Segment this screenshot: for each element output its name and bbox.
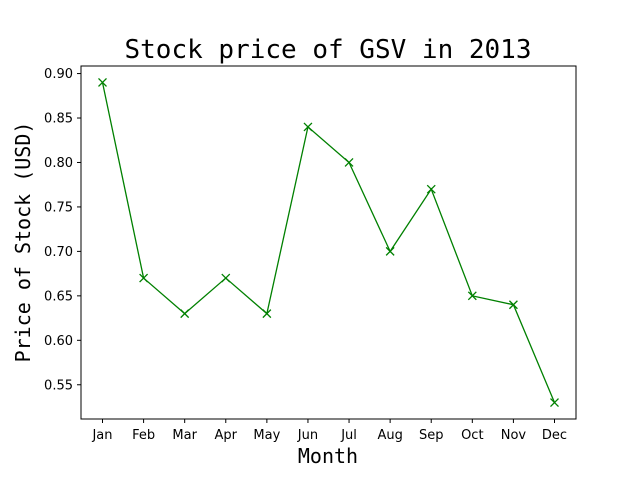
x-axis-label: Month bbox=[298, 444, 358, 468]
data-point-marker bbox=[467, 291, 477, 301]
data-point-marker bbox=[221, 273, 231, 283]
data-point-marker bbox=[426, 184, 436, 194]
data-point-marker bbox=[508, 300, 518, 310]
x-axis: Jan Feb Mar Apr May Jun Jul Aug Sep Oct Nov Dec bbox=[91, 419, 567, 443]
y-tick-label: 0.65 bbox=[44, 289, 73, 304]
series-markers bbox=[98, 77, 559, 408]
data-point-marker bbox=[180, 309, 190, 319]
x-tick-label: Feb bbox=[132, 428, 155, 443]
plot-area bbox=[80, 65, 577, 420]
x-tick-label: Nov bbox=[501, 428, 527, 443]
x-tick-label: Jan bbox=[91, 428, 112, 443]
data-point-marker bbox=[385, 246, 395, 256]
chart-title: Stock price of GSV in 2013 bbox=[125, 35, 532, 65]
x-tick-label: Oct bbox=[461, 428, 483, 443]
x-tick-label: May bbox=[253, 428, 280, 443]
y-tick-label: 0.75 bbox=[44, 200, 73, 215]
data-point-marker bbox=[303, 122, 313, 132]
y-tick-label: 0.55 bbox=[44, 378, 73, 393]
data-point-marker bbox=[550, 398, 559, 408]
series-line bbox=[101, 82, 556, 403]
y-tick-label: 0.60 bbox=[44, 334, 73, 349]
data-point-marker bbox=[98, 77, 107, 87]
data-point-marker bbox=[139, 273, 149, 283]
x-tick-label: Aug bbox=[377, 428, 402, 443]
x-tick-label: Jun bbox=[297, 428, 318, 443]
x-tick-label: Jul bbox=[340, 428, 357, 443]
y-tick-label: 0.90 bbox=[44, 67, 73, 82]
data-point-marker bbox=[262, 309, 272, 319]
x-tick-label: Apr bbox=[215, 428, 238, 443]
y-axis-label: Price of Stock (USD) bbox=[11, 122, 35, 363]
y-axis: 0.55 0.60 0.65 0.70 0.75 0.80 0.85 0.90 bbox=[44, 67, 81, 393]
x-tick-label: Mar bbox=[172, 428, 197, 443]
x-tick-label: Sep bbox=[419, 428, 444, 443]
x-tick-label: Dec bbox=[542, 428, 567, 443]
y-tick-label: 0.85 bbox=[44, 112, 73, 127]
data-point-marker bbox=[344, 158, 354, 167]
y-tick-label: 0.80 bbox=[44, 156, 73, 171]
y-tick-label: 0.70 bbox=[44, 245, 73, 260]
